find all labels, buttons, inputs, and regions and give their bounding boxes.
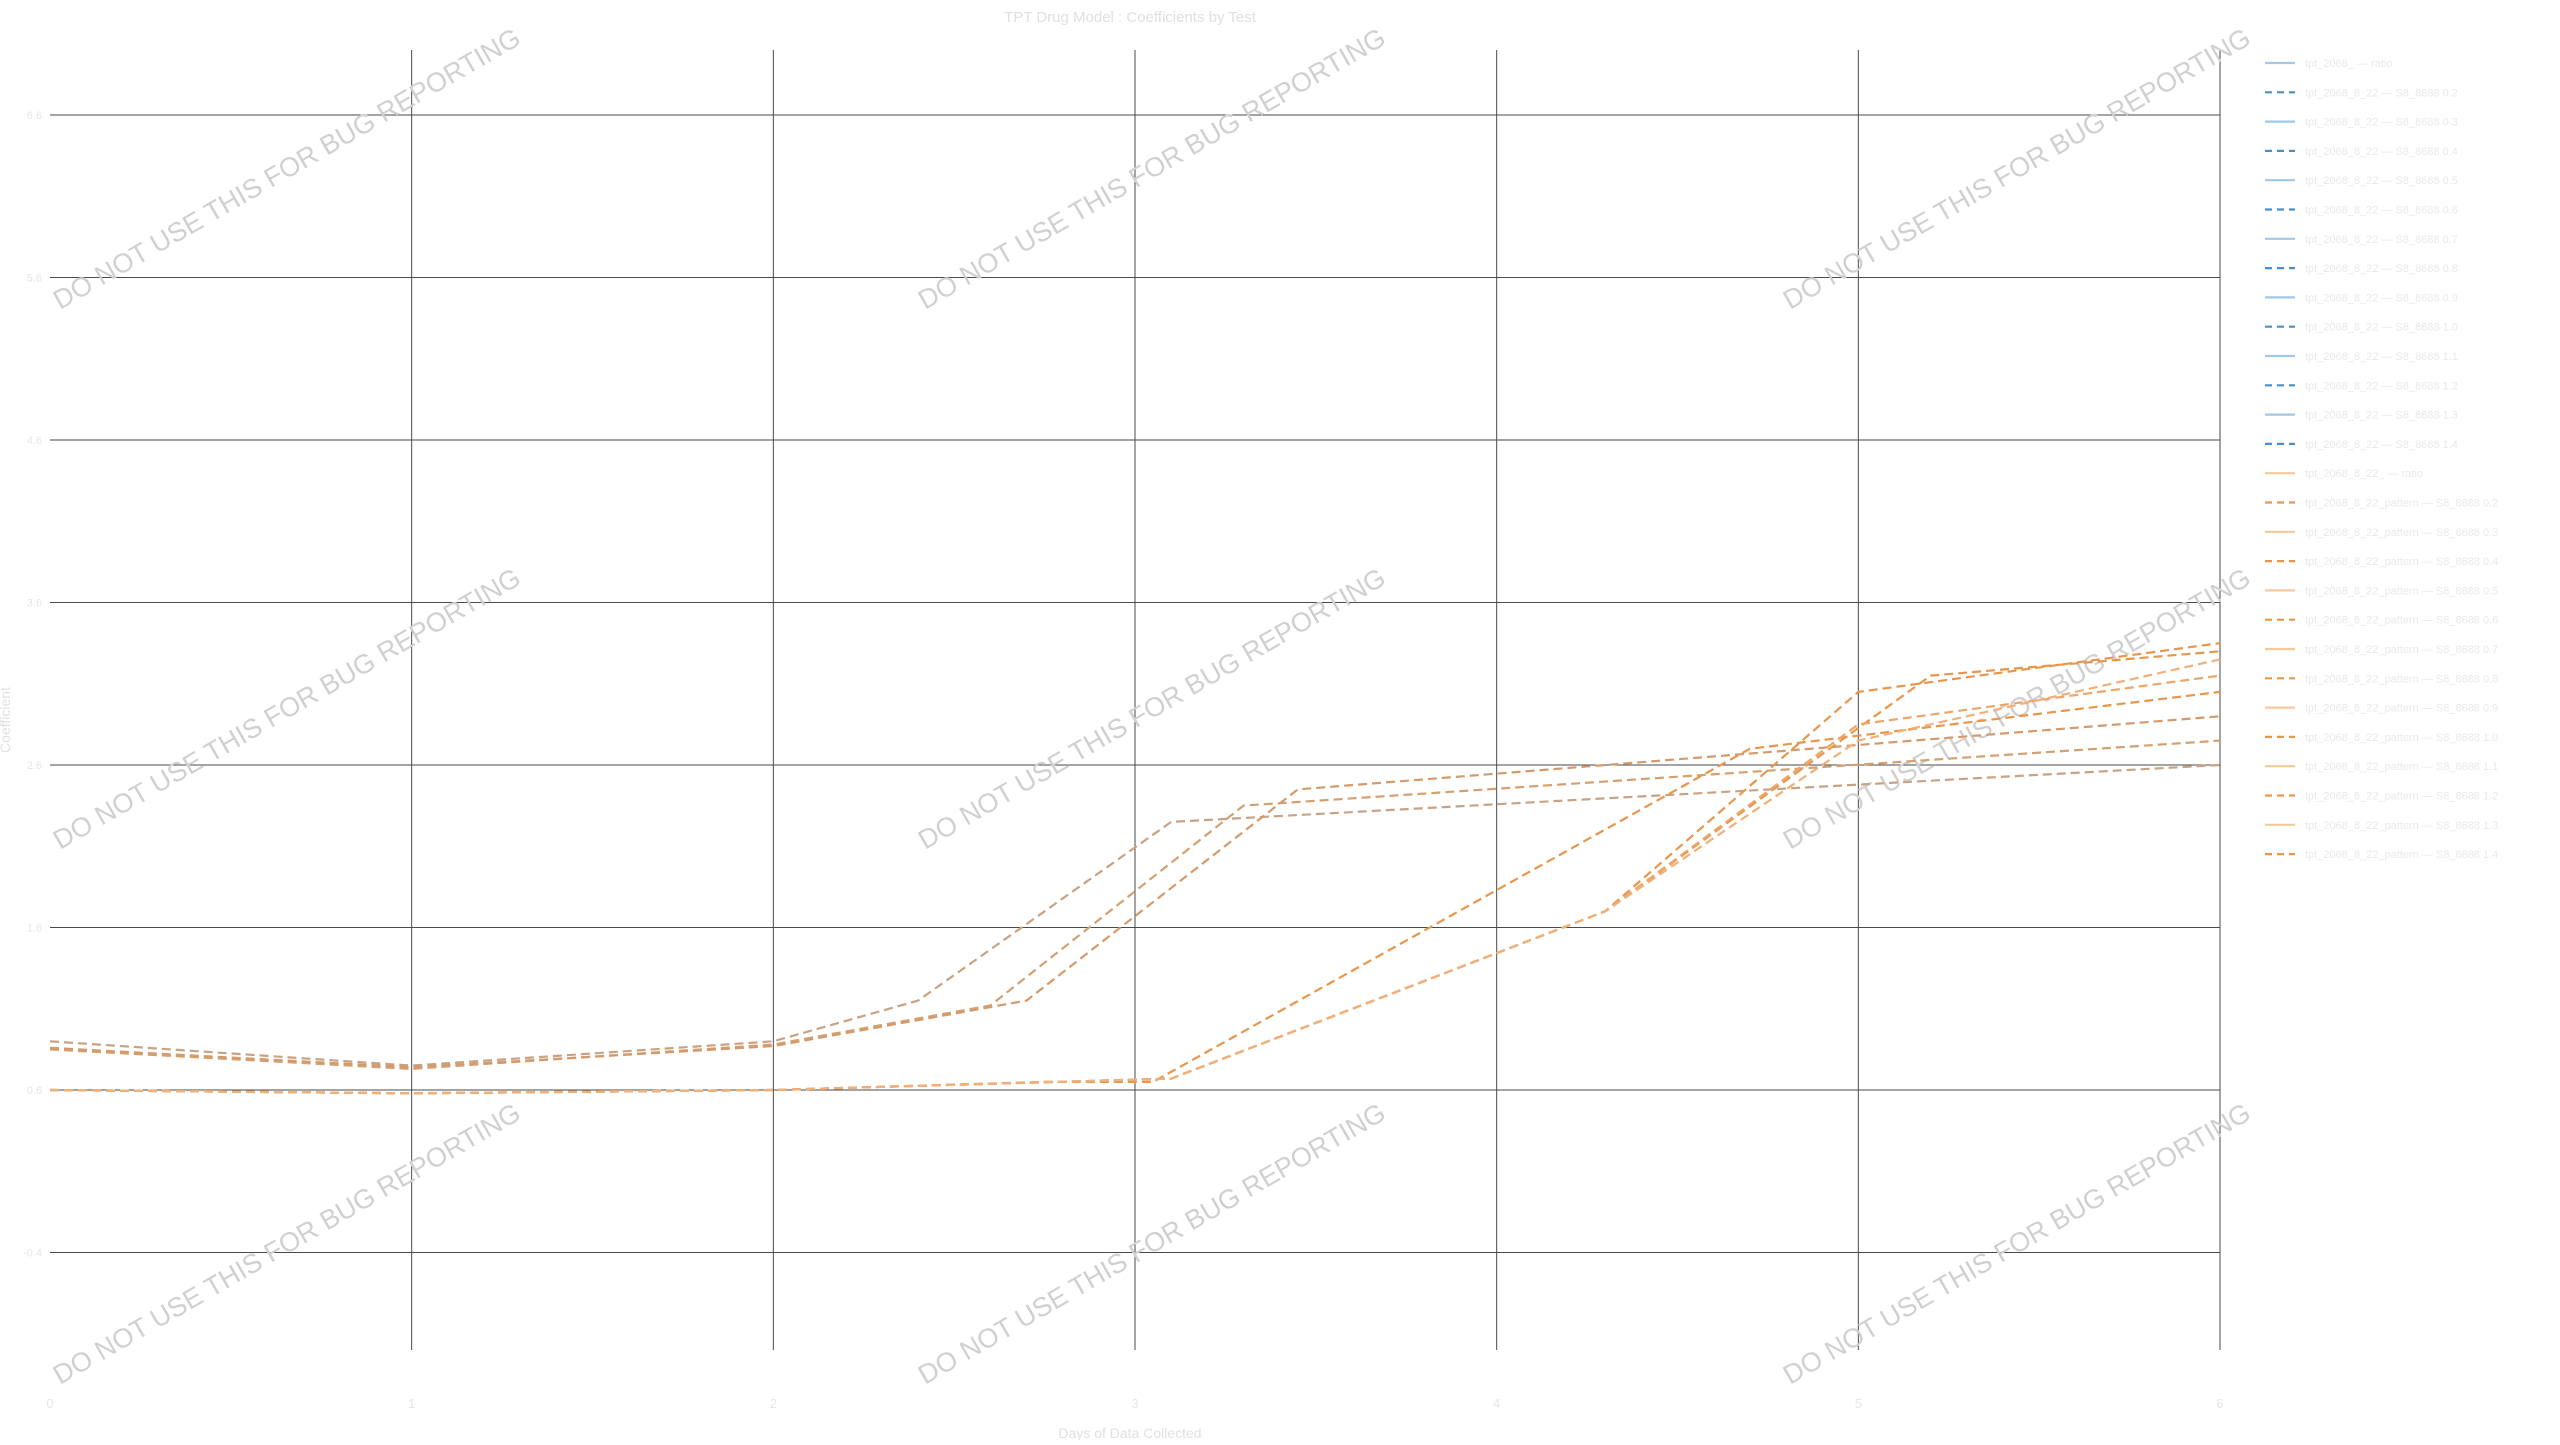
y-tick-label: 3.6 xyxy=(27,598,42,610)
series-layer xyxy=(49,642,2221,1095)
legend-label: tpt_2068_8_22 — S8_8688 0.2 xyxy=(2305,87,2458,99)
watermark-layer: DO NOT USE THIS FOR BUG REPORTING DO NOT … xyxy=(48,22,2256,1390)
legend-label: tpt_2068_8_22 — S8_8688 0.8 xyxy=(2305,263,2458,275)
y-tick-label: 2.6 xyxy=(27,760,42,772)
tick-layer: 0 1 2 3 4 5 6 -0.4 0.6 1.6 2.6 3.6 4.6 5.6 6.6 xyxy=(23,110,2224,1411)
legend-label: tpt_2068_8_22 — S8_8688 0.6 xyxy=(2305,205,2458,217)
legend-label: tpt_2068_8_22_pattern — S8_8688 1.2 xyxy=(2305,791,2498,803)
legend-label: tpt_2068_8_22_pattern — S8_8688 0.8 xyxy=(2305,673,2498,685)
legend-label: tpt_2068_8_22 — S8_8688 0.5 xyxy=(2305,175,2458,187)
legend-label: tpt_2068_8_22_pattern — S8_8688 1.0 xyxy=(2305,732,2498,744)
legend-label: tpt_2068_ — ratio xyxy=(2305,58,2392,70)
x-tick-label: 4 xyxy=(1493,1396,1500,1411)
watermark-text: DO NOT USE THIS FOR BUG REPORTING xyxy=(913,1097,1391,1390)
watermark-text: DO NOT USE THIS FOR BUG REPORTING xyxy=(1778,22,2256,315)
watermark-text: DO NOT USE THIS FOR BUG REPORTING xyxy=(48,22,526,315)
legend-label: tpt_2068_8_22 — S8_8688 1.3 xyxy=(2305,410,2458,422)
watermark-text: DO NOT USE THIS FOR BUG REPORTING xyxy=(48,1097,526,1390)
legend-label: tpt_2068_8_22_pattern — S8_8688 0.4 xyxy=(2305,556,2498,568)
chart-title: TPT Drug Model : Coefficients by Test xyxy=(1004,9,1257,26)
watermark-text: DO NOT USE THIS FOR BUG REPORTING xyxy=(913,562,1391,855)
legend-label: tpt_2068_8_22 — S8_8688 0.9 xyxy=(2305,292,2458,304)
legend-label: tpt_2068_8_22_pattern — S8_8688 0.5 xyxy=(2305,585,2498,597)
legend-label: tpt_2068_8_22 — S8_8688 1.4 xyxy=(2305,439,2458,451)
x-tick-label: 5 xyxy=(1855,1396,1862,1411)
y-tick-label: -0.4 xyxy=(23,1248,42,1260)
legend-label: tpt_2068_8_22_pattern — S8_8688 0.6 xyxy=(2305,615,2498,627)
legend-label: tpt_2068_8_22_pattern — S8_8688 1.3 xyxy=(2305,820,2498,832)
x-tick-label: 2 xyxy=(770,1396,777,1411)
legend-label: tpt_2068_8_22_pattern — S8_8688 0.3 xyxy=(2305,527,2498,539)
y-tick-label: 6.6 xyxy=(27,110,42,122)
x-tick-label: 1 xyxy=(408,1396,415,1411)
x-axis-label: Days of Data Collected xyxy=(1058,1425,1201,1440)
series-line xyxy=(49,739,2221,1071)
series-line xyxy=(49,658,2221,1095)
x-tick-label: 0 xyxy=(46,1396,53,1411)
legend-label: tpt_2068_8_22_pattern — S8_8688 0.2 xyxy=(2305,498,2498,510)
watermark-text: DO NOT USE THIS FOR BUG REPORTING xyxy=(48,562,526,855)
legend-label: tpt_2068_8_22_pattern — S8_8688 1.1 xyxy=(2305,761,2498,773)
y-tick-label: 0.6 xyxy=(27,1085,42,1097)
legend-label: tpt_2068_8_22_ — ratio xyxy=(2305,468,2423,480)
legend-label: tpt_2068_8_22 — S8_8688 0.4 xyxy=(2305,146,2458,158)
y-tick-label: 1.6 xyxy=(27,923,42,935)
legend-label: tpt_2068_8_22 — S8_8688 1.0 xyxy=(2305,322,2458,334)
legend-label: tpt_2068_8_22_pattern — S8_8688 0.7 xyxy=(2305,644,2498,656)
x-tick-label: 6 xyxy=(2216,1396,2223,1411)
legend: tpt_2068_ — ratio tpt_2068_8_22 — S8_8688… xyxy=(2265,58,2498,861)
legend-label: tpt_2068_8_22_pattern — S8_8688 1.4 xyxy=(2305,849,2498,861)
series-line xyxy=(49,715,2221,1069)
legend-label: tpt_2068_8_22_pattern — S8_8688 0.9 xyxy=(2305,703,2498,715)
series-line xyxy=(49,763,2221,1067)
y-tick-label: 4.6 xyxy=(27,435,42,447)
x-tick-label: 3 xyxy=(1131,1396,1138,1411)
legend-label: tpt_2068_8_22 — S8_8688 0.3 xyxy=(2305,117,2458,129)
y-tick-label: 5.6 xyxy=(27,273,42,285)
y-axis-label: Coefficient xyxy=(0,687,13,753)
legend-label: tpt_2068_8_22 — S8_8688 1.2 xyxy=(2305,380,2458,392)
legend-label: tpt_2068_8_22 — S8_8688 1.1 xyxy=(2305,351,2458,363)
legend-label: tpt_2068_8_22 — S8_8688 0.7 xyxy=(2305,234,2458,246)
watermark-text: DO NOT USE THIS FOR BUG REPORTING xyxy=(913,22,1391,315)
watermark-text: DO NOT USE THIS FOR BUG REPORTING xyxy=(1778,1097,2256,1390)
watermark-text: DO NOT USE THIS FOR BUG REPORTING xyxy=(1778,562,2256,855)
